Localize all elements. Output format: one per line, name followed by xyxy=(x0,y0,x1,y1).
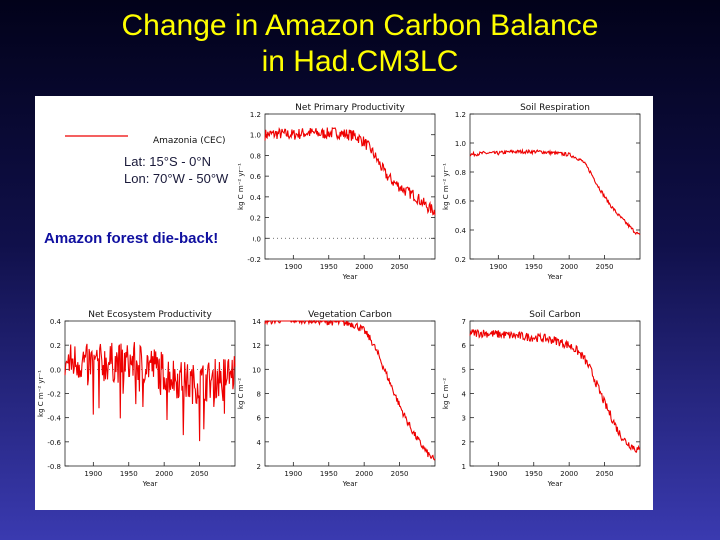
x-tick-label-veg-carbon: 2000 xyxy=(355,470,373,478)
x-tick-label-npp: 2000 xyxy=(355,263,373,271)
x-tick-label-veg-carbon: 2050 xyxy=(391,470,409,478)
y-tick-label-soil-resp: 0.2 xyxy=(455,256,466,264)
y-axis-label-soil-carbon: kg C m⁻² xyxy=(442,378,450,409)
y-tick-label-soil-resp: 0.8 xyxy=(455,169,466,177)
x-tick-label-nep: 2050 xyxy=(191,470,209,478)
y-tick-label-veg-carbon: 10 xyxy=(252,366,261,374)
y-tick-label-npp: 1.0 xyxy=(250,132,261,140)
y-axis-label-npp: kg C m⁻² yr⁻¹ xyxy=(237,163,245,210)
y-tick-label-nep: -0.8 xyxy=(47,463,61,471)
x-tick-label-soil-carbon: 2000 xyxy=(560,470,578,478)
y-tick-label-soil-carbon: 4 xyxy=(462,391,467,399)
die-back-callout: Amazon forest die-back! xyxy=(41,228,253,250)
x-tick-label-soil-resp: 2050 xyxy=(596,263,614,271)
y-tick-label-soil-carbon: 3 xyxy=(462,415,466,423)
y-tick-label-npp: 0.2 xyxy=(250,215,261,223)
y-tick-label-soil-resp: 1.2 xyxy=(455,111,466,119)
series-line-veg-carbon xyxy=(264,319,436,461)
y-tick-label-soil-carbon: 5 xyxy=(462,366,466,374)
y-tick-label-veg-carbon: 2 xyxy=(257,463,261,471)
y-axis-label-veg-carbon: kg C m⁻² xyxy=(237,378,245,409)
y-tick-label-nep: -0.4 xyxy=(47,415,61,423)
slide-title-line-1: Change in Amazon Carbon Balance xyxy=(121,9,599,42)
x-tick-label-soil-carbon: 2050 xyxy=(596,470,614,478)
y-tick-label-npp: -0.2 xyxy=(247,256,261,264)
x-tick-label-nep: 1950 xyxy=(120,470,138,478)
y-tick-label-soil-resp: 1.0 xyxy=(455,140,466,148)
plot-frame-soil-resp xyxy=(469,113,641,260)
x-tick-label-soil-resp: 1900 xyxy=(489,263,507,271)
y-tick-label-soil-resp: 0.6 xyxy=(455,198,467,206)
x-tick-label-veg-carbon: 1900 xyxy=(284,470,302,478)
chart-title-soil-resp: Soil Respiration xyxy=(520,103,590,113)
slide-title-line-2: in Had.CM3LC xyxy=(261,45,459,78)
series-line-nep xyxy=(64,342,236,442)
x-axis-label-veg-carbon: Year xyxy=(342,480,358,488)
x-tick-label-nep: 1900 xyxy=(84,470,102,478)
y-tick-label-nep: 0.0 xyxy=(50,366,61,374)
y-tick-label-veg-carbon: 4 xyxy=(257,439,262,447)
y-tick-label-npp: 1.2 xyxy=(250,111,261,119)
series-line-soil-carbon xyxy=(469,328,641,453)
y-tick-label-nep: 0.2 xyxy=(50,342,61,350)
series-line-soil-resp xyxy=(469,148,641,236)
figure-panel: Amazonia (CEC) Net Primary Productivity -… xyxy=(35,96,653,510)
chart-title-npp: Net Primary Productivity xyxy=(295,103,405,113)
y-tick-label-nep: -0.6 xyxy=(47,439,61,447)
y-tick-label-soil-carbon: 6 xyxy=(462,342,467,350)
x-tick-label-npp: 2050 xyxy=(391,263,409,271)
y-tick-label-veg-carbon: 8 xyxy=(257,391,261,399)
x-tick-label-nep: 2000 xyxy=(155,470,173,478)
x-tick-label-soil-carbon: 1900 xyxy=(489,470,507,478)
slide-title: Change in Amazon Carbon Balance in Had.C… xyxy=(0,8,720,80)
y-tick-label-npp: 0.6 xyxy=(250,173,262,181)
region-box: Lat: 15°S - 0°N Lon: 70°W - 50°W xyxy=(124,153,228,187)
y-tick-label-veg-carbon: 6 xyxy=(257,415,262,423)
y-axis-label-soil-resp: kg C m⁻² yr⁻¹ xyxy=(442,163,450,210)
figure-svg: Amazonia (CEC) Net Primary Productivity -… xyxy=(37,103,641,488)
series-line-npp xyxy=(264,126,436,216)
x-axis-label-soil-carbon: Year xyxy=(547,480,563,488)
y-tick-label-npp: 0.0 xyxy=(250,235,261,243)
plot-frame-veg-carbon xyxy=(264,320,436,467)
y-tick-label-soil-carbon: 2 xyxy=(462,439,466,447)
x-tick-label-npp: 1900 xyxy=(284,263,302,271)
x-tick-label-npp: 1950 xyxy=(320,263,338,271)
y-tick-label-veg-carbon: 12 xyxy=(252,342,261,350)
y-tick-label-soil-carbon: 7 xyxy=(462,318,466,326)
y-axis-label-nep: kg C m⁻² yr⁻¹ xyxy=(37,370,45,417)
legend-label: Amazonia (CEC) xyxy=(153,136,226,146)
chart-title-nep: Net Ecosystem Productivity xyxy=(88,310,212,320)
chart-title-veg-carbon: Vegetation Carbon xyxy=(308,310,392,320)
plot-frame-soil-carbon xyxy=(469,320,641,467)
y-tick-label-npp: 0.8 xyxy=(250,152,261,160)
x-axis-label-npp: Year xyxy=(342,273,358,281)
x-tick-label-soil-resp: 1950 xyxy=(525,263,543,271)
y-tick-label-soil-resp: 0.4 xyxy=(455,227,467,235)
x-axis-label-nep: Year xyxy=(142,480,158,488)
y-tick-label-npp: 0.4 xyxy=(250,194,262,202)
y-tick-label-soil-carbon: 1 xyxy=(462,463,466,471)
region-lon: Lon: 70°W - 50°W xyxy=(124,171,229,186)
x-tick-label-soil-carbon: 1950 xyxy=(525,470,543,478)
x-tick-label-soil-resp: 2000 xyxy=(560,263,578,271)
x-axis-label-soil-resp: Year xyxy=(547,273,563,281)
y-tick-label-nep: -0.2 xyxy=(47,391,61,399)
chart-title-soil-carbon: Soil Carbon xyxy=(529,310,581,320)
y-tick-label-veg-carbon: 14 xyxy=(252,318,261,326)
region-lat: Lat: 15°S - 0°N xyxy=(124,154,211,169)
x-tick-label-veg-carbon: 1950 xyxy=(320,470,338,478)
y-tick-label-nep: 0.4 xyxy=(50,318,62,326)
plot-frame-npp xyxy=(264,113,436,260)
